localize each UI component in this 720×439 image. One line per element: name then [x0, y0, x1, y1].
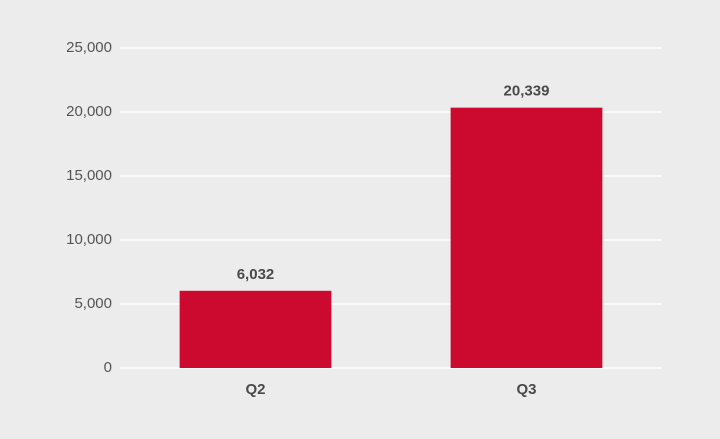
y-tick-label: 25,000 — [66, 39, 112, 56]
value-label: 20,339 — [504, 83, 550, 100]
bar — [179, 290, 332, 368]
value-label: 6,032 — [237, 266, 275, 283]
x-tick-label: Q2 — [245, 381, 265, 398]
bar — [450, 107, 603, 368]
y-tick-label: 5,000 — [74, 295, 112, 312]
y-tick-label: 20,000 — [66, 103, 112, 120]
y-tick-label: 0 — [104, 359, 112, 376]
x-tick-label: Q3 — [516, 381, 536, 398]
y-tick-label: 15,000 — [66, 167, 112, 184]
y-tick-label: 10,000 — [66, 231, 112, 248]
